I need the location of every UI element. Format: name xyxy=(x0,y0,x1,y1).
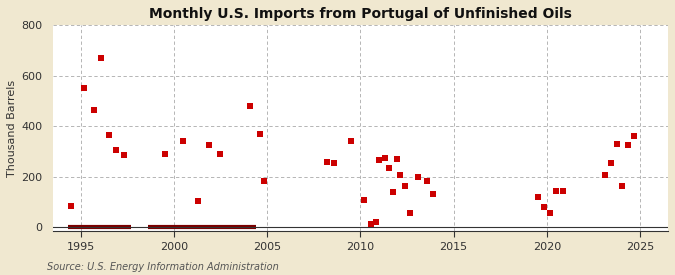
Point xyxy=(387,190,398,194)
Point xyxy=(159,152,170,156)
Point xyxy=(96,56,107,60)
Point xyxy=(254,131,265,136)
Point xyxy=(329,161,340,165)
Point xyxy=(599,173,610,178)
Point xyxy=(413,175,424,179)
Point xyxy=(428,192,439,197)
Point xyxy=(118,153,129,157)
Point xyxy=(379,156,390,160)
Point xyxy=(245,104,256,108)
Point xyxy=(605,161,616,165)
Point xyxy=(539,205,549,209)
Point xyxy=(544,211,555,216)
Point xyxy=(111,148,122,152)
Point xyxy=(558,188,568,193)
Point xyxy=(400,183,410,188)
Point xyxy=(365,221,376,226)
Point xyxy=(532,195,543,199)
Point xyxy=(612,142,622,146)
Point xyxy=(88,108,99,112)
Y-axis label: Thousand Barrels: Thousand Barrels xyxy=(7,79,17,177)
Text: Source: U.S. Energy Information Administration: Source: U.S. Energy Information Administ… xyxy=(47,262,279,272)
Point xyxy=(103,133,114,137)
Point xyxy=(259,178,270,183)
Point xyxy=(215,152,226,156)
Point xyxy=(346,139,356,144)
Point xyxy=(358,197,369,202)
Point xyxy=(373,158,384,163)
Point xyxy=(371,220,381,224)
Point xyxy=(79,86,90,90)
Point xyxy=(551,188,562,193)
Point xyxy=(392,157,402,161)
Point xyxy=(178,139,188,144)
Point xyxy=(404,211,415,216)
Point xyxy=(66,204,77,208)
Title: Monthly U.S. Imports from Portugal of Unfinished Oils: Monthly U.S. Imports from Portugal of Un… xyxy=(149,7,572,21)
Point xyxy=(384,166,395,170)
Point xyxy=(321,159,332,164)
Point xyxy=(629,134,640,138)
Point xyxy=(421,178,432,183)
Point xyxy=(617,183,628,188)
Point xyxy=(192,199,203,203)
Point xyxy=(622,143,633,147)
Point xyxy=(395,173,406,178)
Point xyxy=(204,143,215,147)
